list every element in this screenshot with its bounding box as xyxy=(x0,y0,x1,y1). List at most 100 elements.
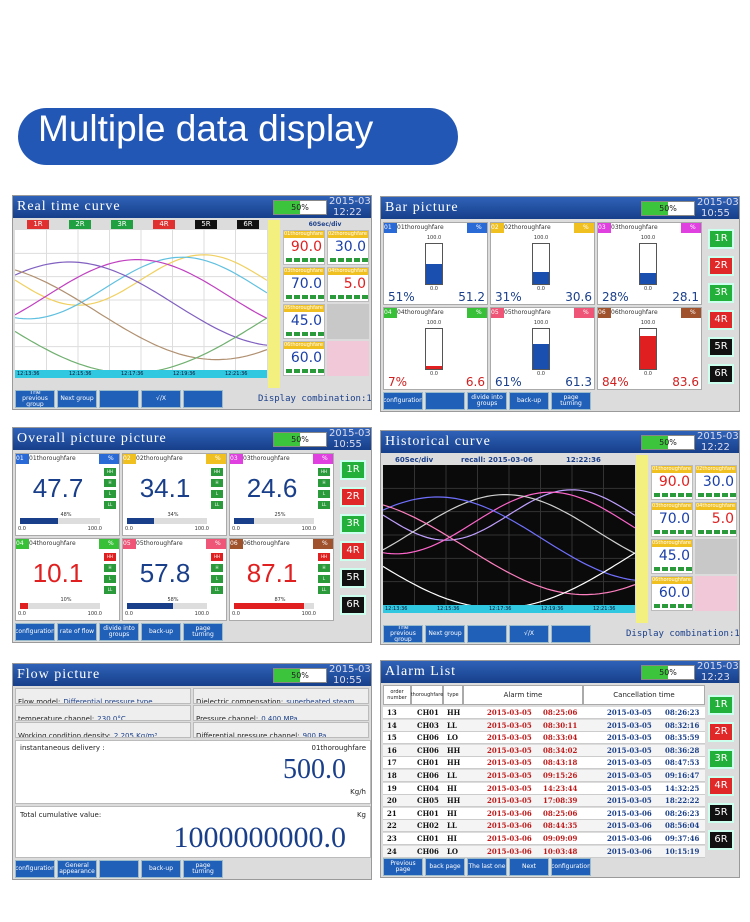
status-text: 50% xyxy=(659,668,677,677)
scale-label: 0.0 xyxy=(125,526,133,532)
table-cell: 08:36:28 xyxy=(665,745,700,755)
status-bar: 50% xyxy=(273,200,327,215)
side-button[interactable]: 5R xyxy=(708,337,734,357)
table-cell: LO xyxy=(447,733,459,743)
bar-value: 30.6 xyxy=(565,290,592,304)
scale-label: 100.0 xyxy=(194,611,209,617)
channel-name: 04thoroughfare xyxy=(328,268,368,275)
indicator xyxy=(302,332,308,336)
button[interactable] xyxy=(99,860,139,878)
table-cell: CH06 xyxy=(417,745,439,755)
channel-cell: 05thoroughfare 45.0 xyxy=(283,304,325,339)
side-button[interactable]: 4R xyxy=(708,310,734,330)
button[interactable]: page turning xyxy=(551,392,591,410)
button-label: √/X xyxy=(156,395,166,402)
indicator xyxy=(706,493,712,497)
indicator xyxy=(662,530,668,534)
side-button[interactable]: 1R xyxy=(340,460,366,480)
button[interactable]: Next xyxy=(509,858,549,876)
button[interactable]: page turning xyxy=(183,860,223,878)
button[interactable] xyxy=(99,390,139,408)
indicator xyxy=(730,530,736,534)
button[interactable]: General appearance xyxy=(57,860,97,878)
channel-tab[interactable]: 4R xyxy=(153,220,175,229)
button-label: Next group xyxy=(60,395,94,402)
table-cell: CH01 xyxy=(417,834,439,843)
button[interactable] xyxy=(183,390,223,408)
channel-cell: 05thoroughfare 45.0 xyxy=(651,539,693,574)
button[interactable]: divide into groups xyxy=(99,623,139,641)
button[interactable]: configuration xyxy=(15,623,55,641)
tile-name: 05thoroughfare xyxy=(504,308,574,318)
table-header: order number xyxy=(383,685,411,705)
button[interactable]: configuration xyxy=(551,858,591,876)
channel-tab[interactable]: 3R xyxy=(111,220,133,229)
side-button[interactable]: 3R xyxy=(708,749,734,769)
bar xyxy=(127,518,155,524)
table-header: thoroughfare xyxy=(411,685,443,705)
side-button[interactable]: 5R xyxy=(340,568,366,588)
side-button[interactable]: 6R xyxy=(340,595,366,615)
indicator xyxy=(662,493,668,497)
button[interactable]: back page xyxy=(425,858,465,876)
side-button[interactable]: 6R xyxy=(708,830,734,850)
button[interactable]: The previous group xyxy=(15,390,55,408)
side-button[interactable]: 4R xyxy=(340,541,366,561)
button[interactable]: Previous page xyxy=(383,858,423,876)
side-button[interactable]: 3R xyxy=(340,514,366,534)
button[interactable]: The previous group xyxy=(383,625,423,643)
button[interactable]: back-up xyxy=(141,623,181,641)
side-button[interactable]: 1R xyxy=(708,229,734,249)
side-button[interactable]: 1R xyxy=(708,695,734,715)
button[interactable]: rate of flow xyxy=(57,623,97,641)
button[interactable]: Next group xyxy=(57,390,97,408)
tile-value: 47.7 xyxy=(32,473,84,503)
tile-name: 01thoroughfare xyxy=(397,223,467,233)
panel-title: Historical curve xyxy=(385,434,491,449)
side-button[interactable]: 2R xyxy=(340,487,366,507)
side-button[interactable]: 3R xyxy=(708,283,734,303)
indicator xyxy=(362,258,368,262)
bar-track xyxy=(20,603,100,609)
button[interactable]: back-up xyxy=(141,860,181,878)
button[interactable]: √/X xyxy=(509,625,549,643)
button[interactable]: √/X xyxy=(141,390,181,408)
table-cell: 08:33:04 xyxy=(543,733,578,743)
tile-header: 01 01thoroughfare% xyxy=(384,223,487,233)
channel-tab[interactable]: 2R xyxy=(69,220,91,229)
indicator xyxy=(670,567,676,571)
table-row xyxy=(383,757,705,770)
table-row xyxy=(383,744,705,757)
channel-tab[interactable]: 5R xyxy=(195,220,217,229)
button[interactable]: configuration xyxy=(15,860,55,878)
side-button[interactable]: 2R xyxy=(708,256,734,276)
table-cell: 14 xyxy=(387,720,397,730)
side-button[interactable]: 5R xyxy=(708,803,734,823)
button[interactable] xyxy=(425,392,465,410)
channel-value: 45.0 xyxy=(290,313,322,329)
button[interactable]: divide into groups xyxy=(467,392,507,410)
channel-tab[interactable]: 6R xyxy=(237,220,259,229)
tile-unit: % xyxy=(322,540,328,547)
button[interactable]: Next group xyxy=(425,625,465,643)
button[interactable]: page turning xyxy=(183,623,223,641)
date: 2015-03 xyxy=(329,664,371,675)
button-label: configuration xyxy=(15,628,55,635)
channel-tab[interactable]: 1R xyxy=(27,220,49,229)
side-button[interactable]: 6R xyxy=(708,364,734,384)
table-cell: 09:15:26 xyxy=(543,771,578,780)
side-button[interactable]: 4R xyxy=(708,776,734,796)
button[interactable]: configuration xyxy=(383,392,423,410)
button[interactable]: back-up xyxy=(509,392,549,410)
table-header: Cancellation time xyxy=(583,685,705,705)
bar-track xyxy=(20,518,100,524)
side-button[interactable]: 2R xyxy=(708,722,734,742)
table-cell: 2015-03-05 xyxy=(487,758,532,768)
button[interactable]: The last one xyxy=(467,858,507,876)
status-fill xyxy=(642,436,668,449)
button[interactable] xyxy=(551,625,591,643)
recall: recall: 2015-03-06 xyxy=(461,456,533,464)
scale-label: 0.0 xyxy=(18,526,26,532)
button[interactable] xyxy=(467,625,507,643)
trend-curve xyxy=(15,259,267,319)
